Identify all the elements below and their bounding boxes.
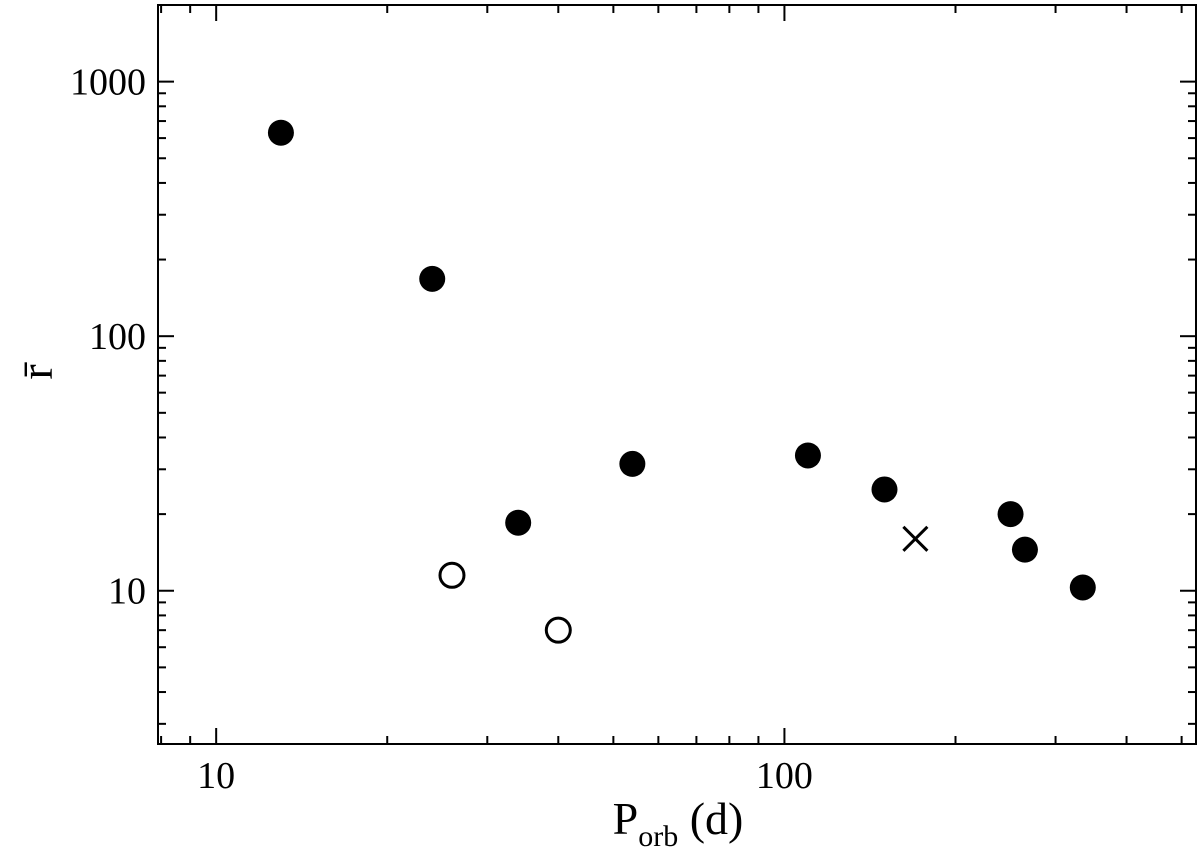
data-point-open xyxy=(544,616,572,644)
tick-labels: 10 100 10 100 1000 xyxy=(70,62,813,797)
plot-frame xyxy=(157,4,1197,745)
data-point-open xyxy=(438,561,466,589)
data-point-filled xyxy=(871,476,898,503)
data-point-filled xyxy=(505,509,532,536)
data-point-filled xyxy=(419,265,446,292)
y-tick-label: 100 xyxy=(89,316,146,358)
y-axis-title: r̄ xyxy=(11,361,62,379)
axis-ticks xyxy=(158,4,1196,744)
data-point-filled xyxy=(267,119,294,146)
data-marks xyxy=(267,119,1096,644)
data-point-cross xyxy=(902,525,929,552)
data-point-filled xyxy=(1011,536,1038,563)
y-tick-label: 1000 xyxy=(70,62,146,104)
x-axis-title: Porb (d) xyxy=(613,793,744,852)
data-point-filled xyxy=(997,501,1024,528)
x-tick-label: 100 xyxy=(756,755,813,797)
data-point-filled xyxy=(794,442,821,469)
data-point-filled xyxy=(619,450,646,477)
x-tick-label: 10 xyxy=(197,755,235,797)
y-tick-label: 10 xyxy=(108,571,146,613)
data-point-filled xyxy=(1069,574,1096,601)
